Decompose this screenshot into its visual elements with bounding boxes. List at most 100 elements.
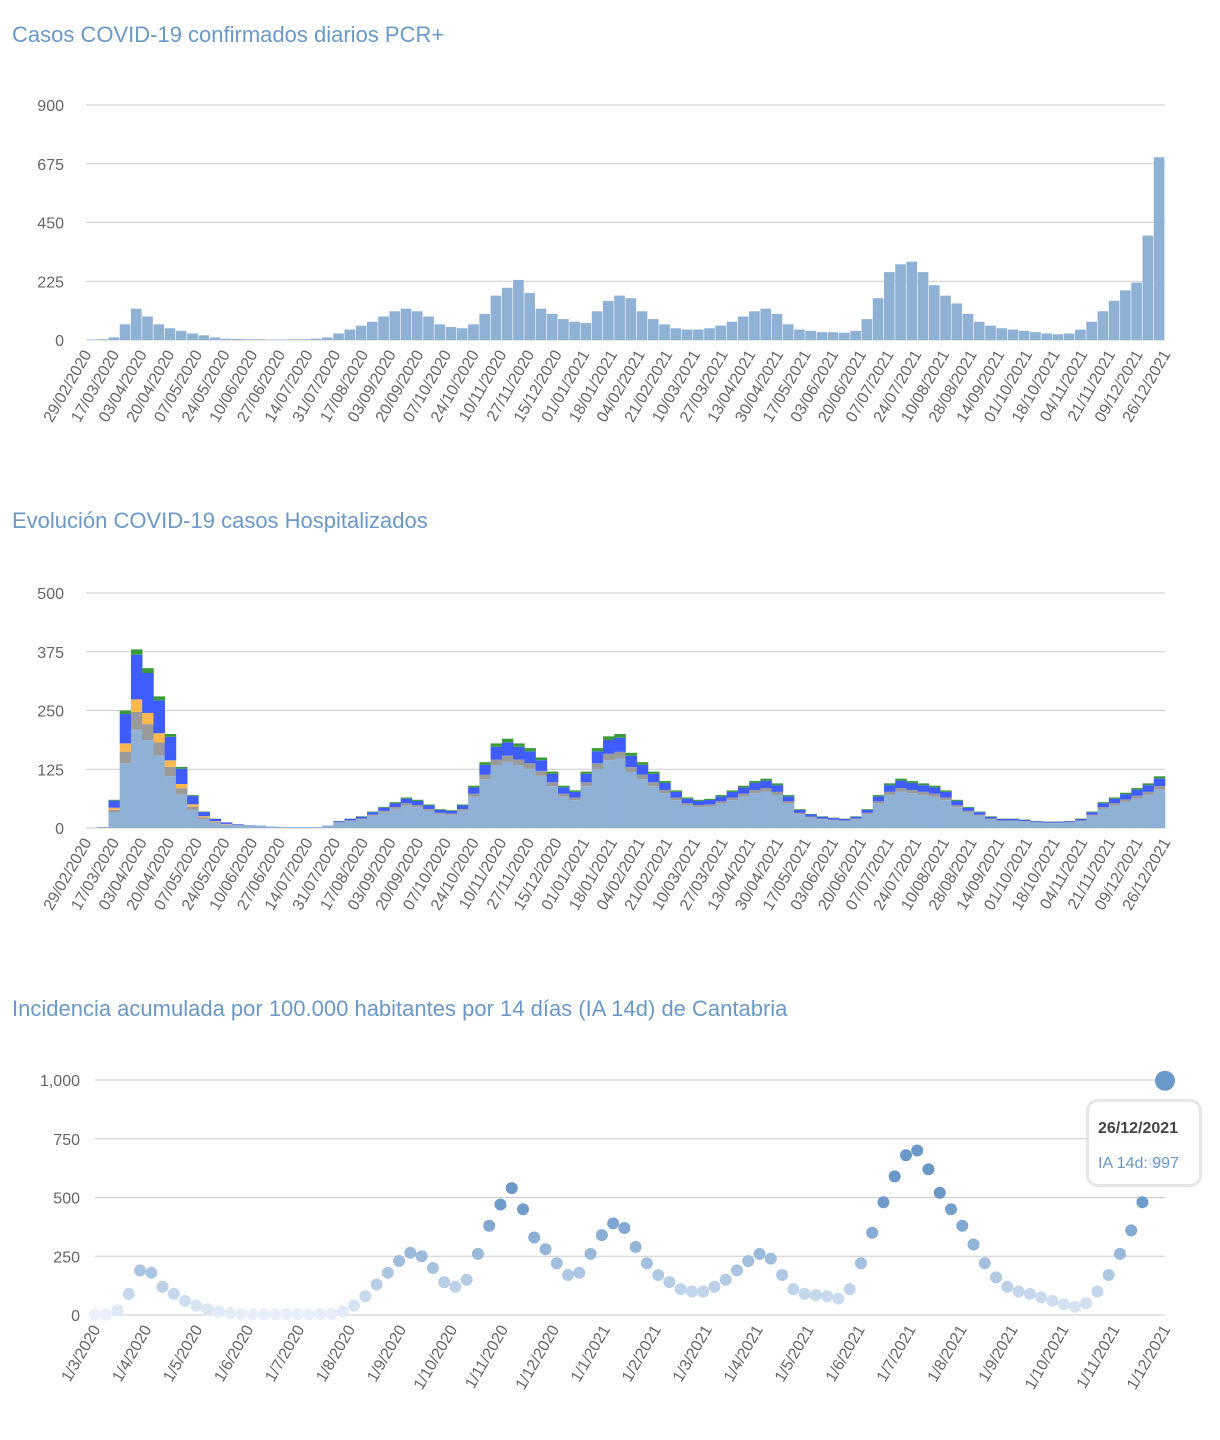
stacked-bar-segment [1097, 807, 1110, 809]
bar [310, 338, 322, 340]
y-tick-label: 0 [71, 1308, 80, 1325]
stacked-bar-segment [917, 783, 930, 786]
stacked-bar-segment [636, 762, 649, 765]
bar [692, 329, 704, 340]
stacked-bar-segment [366, 812, 379, 815]
stacked-bar-segment [737, 793, 750, 797]
data-point [100, 1308, 113, 1321]
stacked-bar-segment [872, 803, 885, 828]
bar [1030, 332, 1041, 340]
stacked-bar-segment [558, 785, 570, 788]
stacked-bar-segment [1075, 821, 1087, 828]
stacked-bar-segment [670, 797, 682, 801]
stacked-bar-segment [715, 795, 727, 797]
bar [558, 319, 569, 340]
data-point [1035, 1291, 1048, 1304]
stacked-bar-segment [232, 824, 244, 826]
stacked-bar-segment [839, 818, 851, 821]
stacked-bar-segment [973, 811, 986, 813]
stacked-bar-segment [647, 771, 660, 774]
stacked-bar-segment [749, 781, 761, 783]
stacked-bar-segment [1018, 821, 1031, 822]
stacked-bar-segment [389, 807, 402, 809]
x-tick-label: 1/8/2020 [313, 1322, 359, 1385]
bar [445, 326, 457, 340]
stacked-bar-segment [389, 808, 402, 828]
bar [805, 330, 816, 340]
stacked-bar-segment [1097, 803, 1110, 808]
bar [333, 333, 344, 340]
stacked-bar-segment [142, 740, 154, 828]
data-point [517, 1203, 529, 1216]
y-tick-label: 450 [37, 216, 64, 233]
data-point [235, 1307, 248, 1320]
stacked-bar-segment [175, 768, 188, 785]
data-point [978, 1257, 991, 1270]
stacked-bar-segment [187, 809, 199, 828]
stacked-bar-segment [940, 800, 952, 828]
bar [344, 329, 356, 340]
stacked-bar-segment [187, 795, 199, 797]
data-point [280, 1308, 293, 1321]
data-point [708, 1280, 721, 1293]
stacked-bar-segment [951, 805, 963, 808]
stacked-bar-segment [659, 793, 671, 828]
stacked-bar-segment [490, 765, 503, 828]
y-tick-label: 1,000 [40, 1073, 80, 1090]
bar [1142, 235, 1154, 340]
stacked-bar-segment [378, 807, 390, 811]
stacked-bar-segment [884, 791, 896, 795]
x-tick-label: 1/10/2021 [1022, 1322, 1072, 1392]
stacked-bar-segment [198, 818, 210, 828]
x-tick-label: 1/1/2021 [568, 1322, 614, 1385]
stacked-bar-segment [659, 781, 671, 783]
stacked-bar-segment [973, 814, 986, 816]
stacked-bar-segment [535, 760, 548, 771]
stacked-bar-segment [681, 797, 694, 799]
data-point [201, 1303, 214, 1316]
stacked-bar-segment [119, 751, 132, 764]
stacked-bar-segment [726, 797, 739, 801]
stacked-bar-segment [220, 822, 233, 824]
data-point [821, 1290, 834, 1303]
bar [1007, 329, 1019, 340]
stacked-bar-segment [704, 800, 716, 805]
stacked-bar-segment [906, 782, 919, 790]
stacked-bar-segment [490, 746, 503, 760]
stacked-bar-segment [175, 788, 188, 795]
stacked-bar-segment [434, 814, 446, 828]
stacked-bar-segment [558, 787, 570, 794]
data-point [1102, 1269, 1115, 1282]
stacked-bar-segment [749, 789, 761, 794]
bar [490, 295, 502, 340]
stacked-bar-segment [951, 807, 963, 828]
stacked-bar-segment [973, 812, 986, 815]
stacked-bar-segment [1052, 823, 1065, 828]
stacked-bar-segment [322, 826, 334, 828]
stacked-bar-segment [277, 827, 289, 828]
bar [411, 311, 423, 340]
stacked-bar-segment [1131, 788, 1143, 790]
stacked-bar-segment [1007, 818, 1020, 821]
stacked-bar-segment [985, 819, 997, 828]
data-point [1068, 1300, 1081, 1313]
stacked-bar-segment [232, 825, 244, 828]
stacked-bar-segment [569, 797, 581, 801]
stacked-bar-segment [805, 814, 817, 817]
bar [1075, 329, 1086, 340]
stacked-bar-segment [1018, 821, 1031, 828]
bar [209, 337, 221, 340]
bar [535, 308, 547, 340]
x-tick-label: 1/9/2021 [976, 1322, 1022, 1385]
stacked-bar-segment [411, 807, 424, 828]
data-point [1001, 1280, 1014, 1293]
stacked-bar-segment [142, 672, 154, 713]
stacked-bar-segment [378, 812, 390, 828]
stacked-bar-segment [187, 806, 199, 810]
stacked-bar-segment [310, 827, 323, 828]
stacked-bar-segment [805, 817, 817, 828]
stacked-bar-segment [164, 760, 177, 767]
stacked-bar-segment [782, 796, 795, 802]
data-point [348, 1299, 361, 1312]
stacked-bar-segment [973, 815, 986, 828]
